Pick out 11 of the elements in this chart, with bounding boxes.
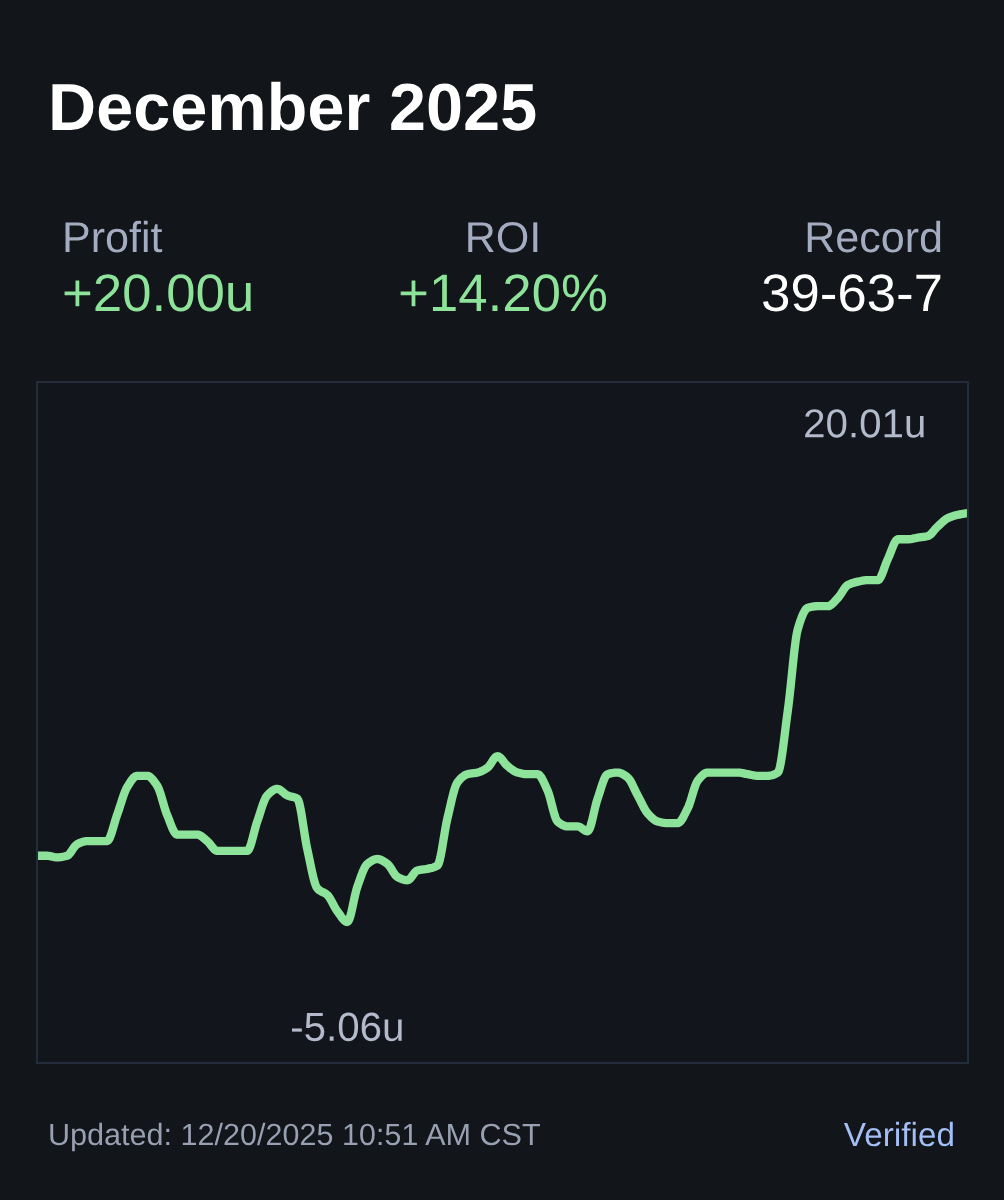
data-label: -5.06u: [292, 1012, 402, 1042]
text: +20.00u: [64, 274, 251, 312]
text: 39-63-7: [763, 274, 941, 312]
data-label: 20.01u: [805, 409, 924, 438]
text: Profit: [65, 220, 163, 253]
text: +14.20%: [400, 274, 607, 312]
text: Verified: [843, 1121, 953, 1147]
chart-title: December 2025: [52, 81, 536, 131]
text: ROI: [468, 221, 538, 253]
text: Record: [807, 220, 941, 253]
text: Updated: 12/20/2025 10:51 AM CST: [50, 1122, 540, 1152]
